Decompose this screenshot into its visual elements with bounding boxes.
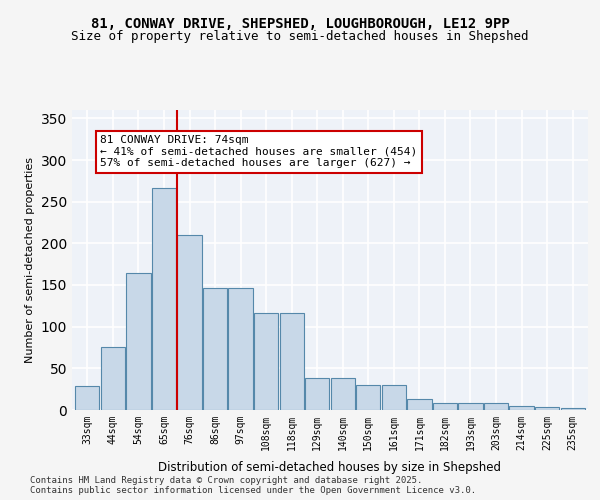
Bar: [203, 288, 227, 410]
Bar: [356, 385, 380, 410]
Bar: [433, 404, 457, 410]
X-axis label: Distribution of semi-detached houses by size in Shepshed: Distribution of semi-detached houses by …: [158, 461, 502, 474]
Bar: [152, 188, 176, 410]
Bar: [331, 378, 355, 410]
Bar: [458, 402, 482, 410]
Bar: [178, 235, 202, 410]
Bar: [75, 386, 100, 410]
Bar: [305, 378, 329, 410]
Bar: [229, 288, 253, 410]
Bar: [382, 385, 406, 410]
Bar: [407, 399, 431, 410]
Text: 81 CONWAY DRIVE: 74sqm
← 41% of semi-detached houses are smaller (454)
57% of se: 81 CONWAY DRIVE: 74sqm ← 41% of semi-det…: [100, 135, 418, 168]
Bar: [484, 402, 508, 410]
Bar: [535, 406, 559, 410]
Text: Contains HM Land Registry data © Crown copyright and database right 2025.
Contai: Contains HM Land Registry data © Crown c…: [30, 476, 476, 495]
Bar: [254, 314, 278, 410]
Bar: [509, 406, 534, 410]
Bar: [126, 272, 151, 410]
Bar: [560, 408, 585, 410]
Bar: [101, 346, 125, 410]
Y-axis label: Number of semi-detached properties: Number of semi-detached properties: [25, 157, 35, 363]
Bar: [280, 312, 304, 410]
Text: 81, CONWAY DRIVE, SHEPSHED, LOUGHBOROUGH, LE12 9PP: 81, CONWAY DRIVE, SHEPSHED, LOUGHBOROUGH…: [91, 18, 509, 32]
Text: Size of property relative to semi-detached houses in Shepshed: Size of property relative to semi-detach…: [71, 30, 529, 43]
